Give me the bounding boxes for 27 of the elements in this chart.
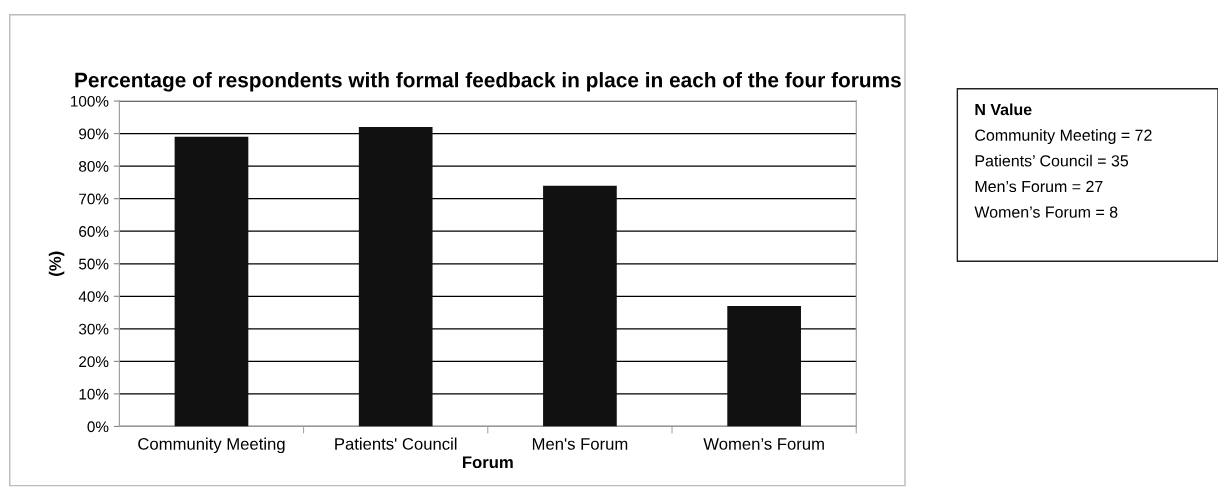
- y-tick-label: 40%: [78, 291, 109, 302]
- x-tick-label: Patients' Council: [335, 437, 457, 450]
- x-tick-label: Women’s Forum: [703, 438, 824, 450]
- x-axis-title: Forum: [463, 456, 513, 469]
- y-tick-label: 90%: [79, 128, 109, 140]
- y-tick-label: 60%: [79, 226, 109, 237]
- bar: [543, 185, 617, 427]
- y-tick-label: 30%: [78, 323, 109, 335]
- bar: [174, 136, 249, 427]
- y-tick-label: 10%: [79, 388, 109, 400]
- y-axis-title: (%): [48, 251, 65, 276]
- y-tick-label: 100%: [71, 95, 109, 107]
- x-tick-label: Men's Forum: [532, 438, 628, 450]
- y-tick-label: 20%: [79, 356, 109, 368]
- y-tick-label: 70%: [79, 193, 109, 205]
- text: Community Meeting = 72: [975, 129, 1152, 145]
- text: N Value: [975, 103, 1032, 116]
- text: Men’s Forum = 27: [975, 180, 1103, 193]
- x-tick-label: Community Meeting: [138, 437, 285, 454]
- y-tick-label: 50%: [78, 258, 109, 270]
- text: Women’s Forum = 8: [974, 206, 1118, 218]
- bar: [727, 306, 801, 427]
- text: Patients’ Council = 35: [975, 154, 1129, 167]
- y-tick-label: 0%: [87, 421, 109, 433]
- bar: [358, 127, 433, 427]
- y-tick-label: 80%: [79, 161, 109, 172]
- chart-title: Percentage of respondents with formal feedback in place in each of the four forums: [75, 72, 901, 92]
